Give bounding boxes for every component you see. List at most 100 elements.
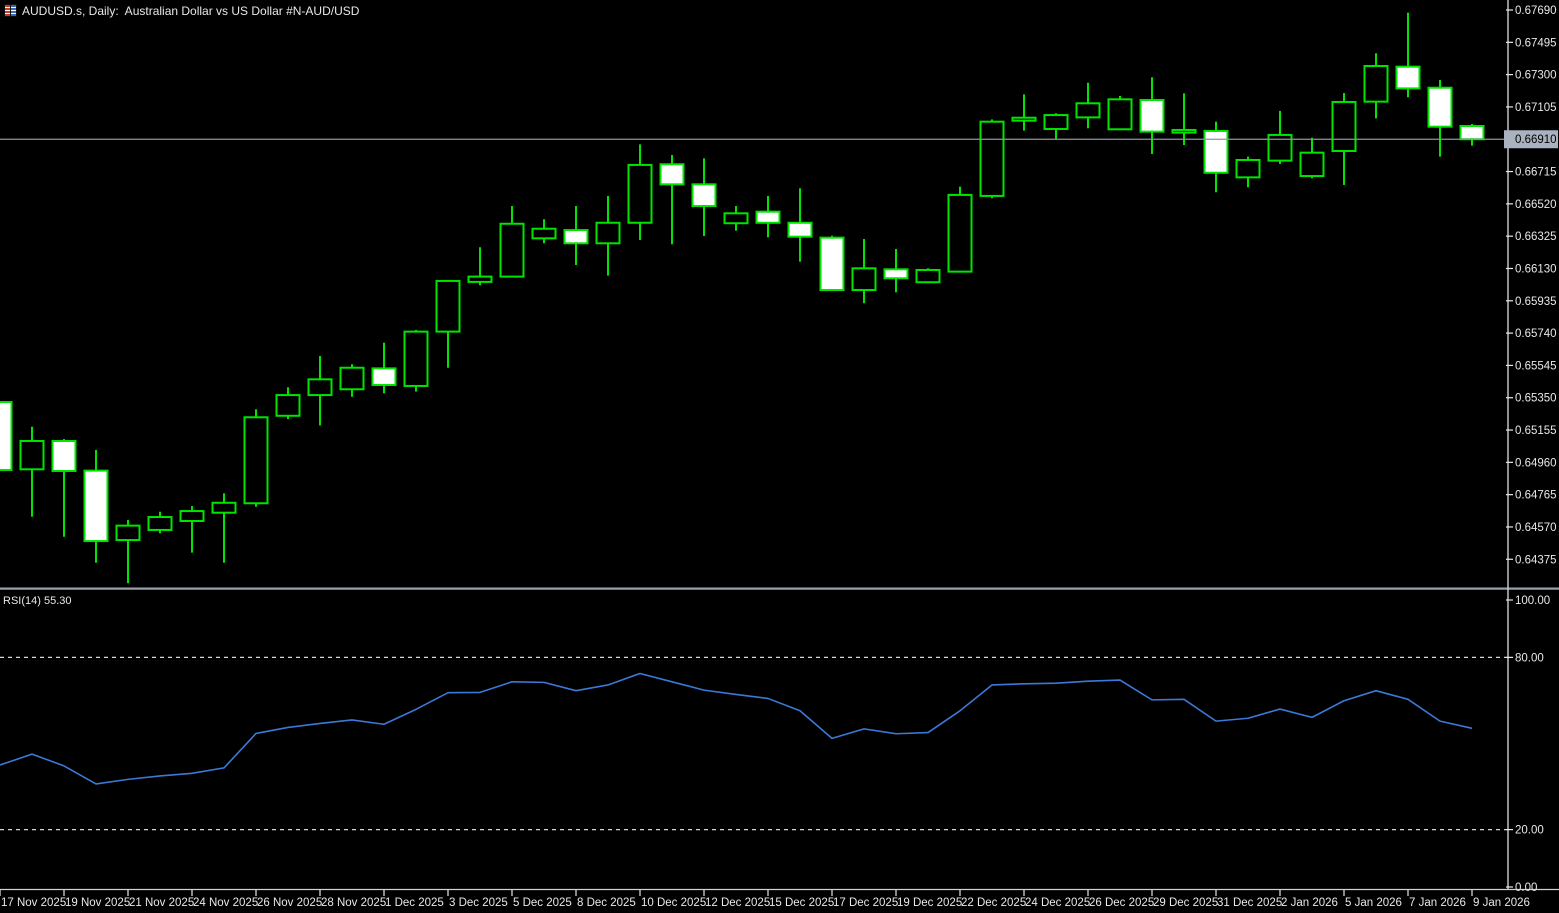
price-axis-label: 0.64960 (1515, 457, 1557, 469)
date-axis-label: 17 Dec 2025 (833, 897, 898, 909)
candle-bullish (1107, 98, 1133, 131)
candle-bullish (179, 510, 205, 522)
candle-bearish (1395, 65, 1421, 90)
candle-bearish (563, 229, 589, 245)
date-axis-label: 19 Dec 2025 (897, 897, 962, 909)
date-axis-label: 3 Dec 2025 (449, 897, 508, 909)
rsi-axis-label: 100.00 (1515, 595, 1550, 607)
rsi-line (0, 672, 1473, 785)
candle-bullish (723, 212, 749, 225)
price-axis-label: 0.67300 (1515, 70, 1557, 82)
date-axis-label: 7 Jan 2026 (1409, 897, 1466, 909)
candle-bullish (435, 279, 461, 333)
date-axis-label: 10 Dec 2025 (641, 897, 706, 909)
price-axis-label: 0.67105 (1515, 102, 1557, 114)
price-axis-label: 0.64765 (1515, 490, 1557, 502)
candle-bullish (1299, 151, 1325, 178)
candle-bullish (307, 378, 333, 397)
candle-bullish (19, 439, 45, 471)
date-axis-label: 24 Dec 2025 (1025, 897, 1090, 909)
candle-bullish (1043, 114, 1069, 130)
date-axis-label: 31 Dec 2025 (1217, 897, 1282, 909)
price-axis-label: 0.64375 (1515, 554, 1557, 566)
date-axis-label: 1 Dec 2025 (385, 897, 444, 909)
candle-bullish (499, 222, 525, 278)
date-axis-label: 15 Dec 2025 (769, 897, 834, 909)
candle-bullish (1363, 65, 1389, 103)
candle-bullish (1011, 116, 1037, 122)
rsi-axis-label: 20.00 (1515, 825, 1544, 837)
date-axis-label: 26 Dec 2025 (1089, 897, 1154, 909)
candle-bullish (595, 221, 621, 245)
price-axis-label: 0.65545 (1515, 360, 1557, 372)
chart-icon (4, 4, 17, 17)
candle-bearish (883, 268, 909, 280)
price-axis-label: 0.66715 (1515, 167, 1557, 179)
candle-bullish (627, 163, 653, 224)
candle-bearish (0, 401, 13, 471)
price-axis-label: 0.67495 (1515, 37, 1557, 49)
candle-bearish (787, 221, 813, 238)
date-axis-label: 21 Nov 2025 (129, 897, 194, 909)
candle-bullish (1267, 133, 1293, 162)
price-axis-label: 0.66130 (1515, 263, 1557, 275)
rsi-axis[interactable]: 100.00 80.00 20.00 0.00 (1506, 595, 1550, 894)
price-axis-label: 0.65935 (1515, 296, 1557, 308)
rsi-indicator-label: RSI(14) 55.30 (3, 595, 72, 607)
date-axis-label: 5 Dec 2025 (513, 897, 572, 909)
candle-bullish (1075, 102, 1101, 119)
candle-bullish (211, 501, 237, 514)
price-axis[interactable]: 0.67690 0.67495 0.67300 0.67105 0.66910 0.667… (1506, 5, 1557, 566)
date-axis-label: 9 Jan 2026 (1473, 897, 1530, 909)
date-axis-label: 19 Nov 2025 (65, 897, 130, 909)
candle-bullish (1331, 100, 1357, 153)
current-price-value: 0.66910 (1515, 134, 1557, 146)
candle-bullish (947, 193, 973, 273)
candle-bearish (1139, 98, 1165, 133)
candle-bullish (467, 275, 493, 283)
date-axis-label: 29 Dec 2025 (1153, 897, 1218, 909)
candle-bullish (243, 416, 269, 505)
chart-icon-blue-bars (11, 5, 16, 16)
candle-bullish (115, 524, 141, 542)
date-axis-label: 5 Jan 2026 (1345, 897, 1402, 909)
candle-bearish (755, 210, 781, 224)
candle-bullish (915, 268, 941, 284)
candle-bullish (339, 366, 365, 391)
price-axis-label: 0.65155 (1515, 425, 1557, 437)
candle-bearish (1203, 129, 1229, 174)
candle-bearish (1459, 124, 1485, 141)
candle-bullish (147, 516, 173, 531)
candle-bearish (1427, 86, 1453, 128)
candle-bearish (51, 439, 77, 472)
candle-bearish (371, 367, 397, 386)
date-axis-label: 28 Nov 2025 (321, 897, 386, 909)
panel-separator[interactable] (0, 587, 1559, 590)
rsi-axis-label: 0.00 (1515, 882, 1537, 894)
candle-bullish (403, 330, 429, 387)
price-axis-label: 0.64570 (1515, 522, 1557, 534)
rsi-axis-label: 80.00 (1515, 652, 1544, 664)
candle-bearish (83, 469, 109, 543)
candle-bullish (979, 120, 1005, 197)
candle-bullish (1171, 128, 1197, 134)
candle-bullish (531, 227, 557, 240)
price-axis-label: 0.66325 (1515, 231, 1557, 243)
price-axis-label: 0.66520 (1515, 199, 1557, 211)
date-axis-label: 26 Nov 2025 (257, 897, 322, 909)
candle-bearish (691, 183, 717, 208)
candle-bullish (1235, 158, 1261, 179)
date-axis-label: 8 Dec 2025 (577, 897, 636, 909)
date-axis-label: 12 Dec 2025 (705, 897, 770, 909)
symbol-title: AUDUSD.s, Daily: Australian Dollar vs US… (22, 4, 360, 18)
candle-bullish (851, 267, 877, 292)
price-axis-label: 0.65740 (1515, 328, 1557, 340)
candles-layer (0, 12, 1485, 584)
candle-bearish (819, 236, 845, 292)
current-price-box (1504, 130, 1558, 149)
candle-bullish (275, 394, 301, 417)
price-axis-label: 0.65350 (1515, 393, 1557, 405)
